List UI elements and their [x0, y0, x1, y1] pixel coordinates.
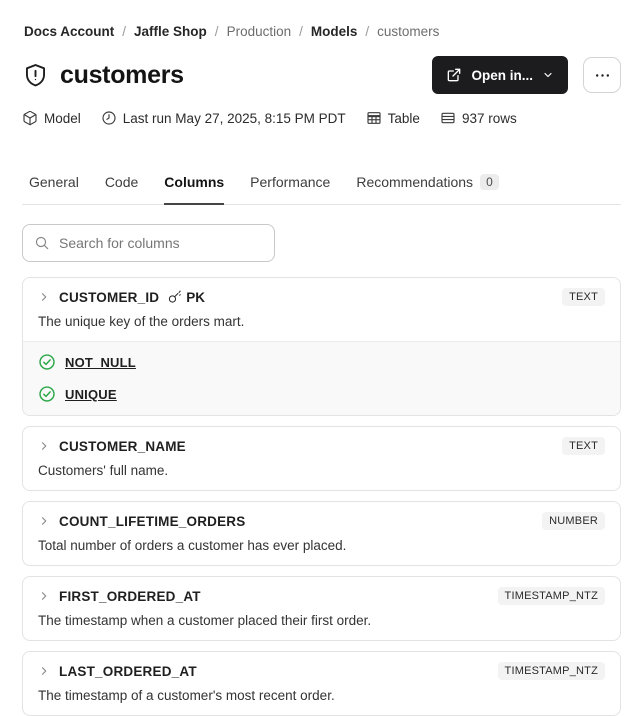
- column-name: COUNT_LIFETIME_ORDERS: [59, 513, 246, 529]
- table-icon: [366, 110, 382, 126]
- meta-row-count: 937 rows: [440, 110, 517, 126]
- chevron-down-icon: [542, 69, 554, 81]
- column-type-badge: TEXT: [562, 288, 605, 306]
- check-circle-icon: [38, 385, 56, 403]
- tab-code[interactable]: Code: [105, 174, 138, 205]
- meta-materialization: Table: [366, 110, 420, 126]
- search-input[interactable]: [59, 235, 263, 251]
- clock-icon: [101, 110, 117, 126]
- column-description: Total number of orders a customer has ev…: [38, 538, 347, 553]
- column-type-badge: NUMBER: [542, 512, 605, 530]
- meta-label: 937 rows: [461, 110, 517, 126]
- model-meta-row: Model Last run May 27, 2025, 8:15 PM PDT: [22, 110, 621, 126]
- tab-label: General: [29, 174, 79, 190]
- meta-resource-type: Model: [22, 110, 81, 126]
- tab-label: Code: [104, 174, 139, 190]
- recommendations-count-badge: 0: [480, 174, 499, 190]
- columns-list: CUSTOMER_ID PK TEXT The unique key of th…: [22, 277, 621, 716]
- search-icon: [34, 235, 50, 251]
- breadcrumb-item-jaffle-shop[interactable]: Jaffle Shop: [134, 24, 207, 39]
- column-header-row[interactable]: COUNT_LIFETIME_ORDERS NUMBER: [38, 512, 605, 530]
- ellipsis-icon: [594, 67, 611, 84]
- column-card-count-lifetime-orders: COUNT_LIFETIME_ORDERS NUMBER Total numbe…: [22, 501, 621, 566]
- column-name: FIRST_ORDERED_AT: [59, 588, 201, 604]
- primary-key-label: PK: [186, 289, 205, 305]
- page-header: customers Open in...: [22, 56, 621, 94]
- breadcrumb-separator: /: [122, 24, 127, 39]
- column-card-last-ordered-at: LAST_ORDERED_AT TIMESTAMP_NTZ The timest…: [22, 651, 621, 716]
- column-description: Customers' full name.: [38, 463, 169, 478]
- open-in-label: Open in...: [471, 67, 533, 83]
- tab-label: Recommendations: [356, 174, 474, 190]
- test-link-unique[interactable]: UNIQUE: [65, 386, 117, 402]
- column-name: CUSTOMER_ID: [59, 289, 160, 305]
- test-row: NOT_NULL: [38, 346, 605, 378]
- breadcrumb-item-customers: customers: [377, 24, 440, 39]
- breadcrumb-item-models[interactable]: Models: [310, 24, 358, 39]
- breadcrumb-separator: /: [365, 24, 370, 39]
- meta-label: Table: [387, 110, 420, 126]
- breadcrumb-item-production[interactable]: Production: [226, 24, 292, 39]
- chevron-right-icon[interactable]: [38, 291, 50, 303]
- tab-general[interactable]: General: [29, 174, 79, 205]
- chevron-right-icon[interactable]: [38, 515, 50, 527]
- column-card-customer-id: CUSTOMER_ID PK TEXT The unique key of th…: [22, 277, 621, 416]
- chevron-right-icon[interactable]: [38, 665, 50, 677]
- test-row: UNIQUE: [38, 378, 605, 410]
- rows-icon: [440, 110, 456, 126]
- check-circle-icon: [38, 353, 56, 371]
- tab-performance[interactable]: Performance: [250, 174, 330, 205]
- column-type-badge: TIMESTAMP_NTZ: [497, 587, 605, 605]
- chevron-right-icon[interactable]: [38, 590, 50, 602]
- column-type-badge: TEXT: [562, 437, 605, 455]
- cube-icon: [22, 110, 38, 126]
- column-header-row[interactable]: CUSTOMER_ID PK TEXT: [38, 288, 605, 306]
- column-card-first-ordered-at: FIRST_ORDERED_AT TIMESTAMP_NTZ The times…: [22, 576, 621, 641]
- primary-key-chip: PK: [168, 290, 205, 305]
- column-description: The timestamp of a customer's most recen…: [38, 688, 335, 703]
- tab-label: Performance: [250, 174, 331, 190]
- breadcrumb-item-docs-account[interactable]: Docs Account: [24, 24, 115, 39]
- column-search: [22, 224, 275, 262]
- breadcrumb-separator: /: [214, 24, 219, 39]
- column-type-badge: TIMESTAMP_NTZ: [497, 662, 605, 680]
- meta-last-run: Last run May 27, 2025, 8:15 PM PDT: [101, 110, 346, 126]
- external-link-icon: [446, 67, 462, 83]
- column-description: The timestamp when a customer placed the…: [38, 613, 372, 628]
- column-description: The unique key of the orders mart.: [38, 314, 245, 329]
- breadcrumb-separator: /: [299, 24, 303, 39]
- tab-bar: General Code Columns Performance Recomme…: [22, 174, 621, 205]
- column-tests: NOT_NULL UNIQUE: [23, 341, 620, 415]
- key-icon: [168, 290, 182, 304]
- tab-recommendations[interactable]: Recommendations 0: [356, 174, 499, 205]
- tab-label: Columns: [164, 174, 225, 190]
- column-card-customer-name: CUSTOMER_NAME TEXT Customers' full name.: [22, 426, 621, 491]
- page-title: customers: [60, 60, 184, 89]
- breadcrumb: Docs Account / Jaffle Shop / Production …: [22, 24, 621, 39]
- column-header-row[interactable]: LAST_ORDERED_AT TIMESTAMP_NTZ: [38, 662, 605, 680]
- tab-columns[interactable]: Columns: [164, 174, 225, 205]
- column-name: LAST_ORDERED_AT: [59, 663, 197, 679]
- more-actions-button[interactable]: [583, 57, 621, 93]
- open-in-button[interactable]: Open in...: [432, 56, 568, 94]
- column-header-row[interactable]: FIRST_ORDERED_AT TIMESTAMP_NTZ: [38, 587, 605, 605]
- shield-alert-icon: [22, 62, 49, 89]
- column-header-row[interactable]: CUSTOMER_NAME TEXT: [38, 437, 605, 455]
- test-link-not-null[interactable]: NOT_NULL: [65, 354, 136, 370]
- chevron-right-icon[interactable]: [38, 440, 50, 452]
- meta-label: Last run May 27, 2025, 8:15 PM PDT: [122, 110, 346, 126]
- meta-label: Model: [44, 110, 81, 126]
- column-name: CUSTOMER_NAME: [59, 438, 186, 454]
